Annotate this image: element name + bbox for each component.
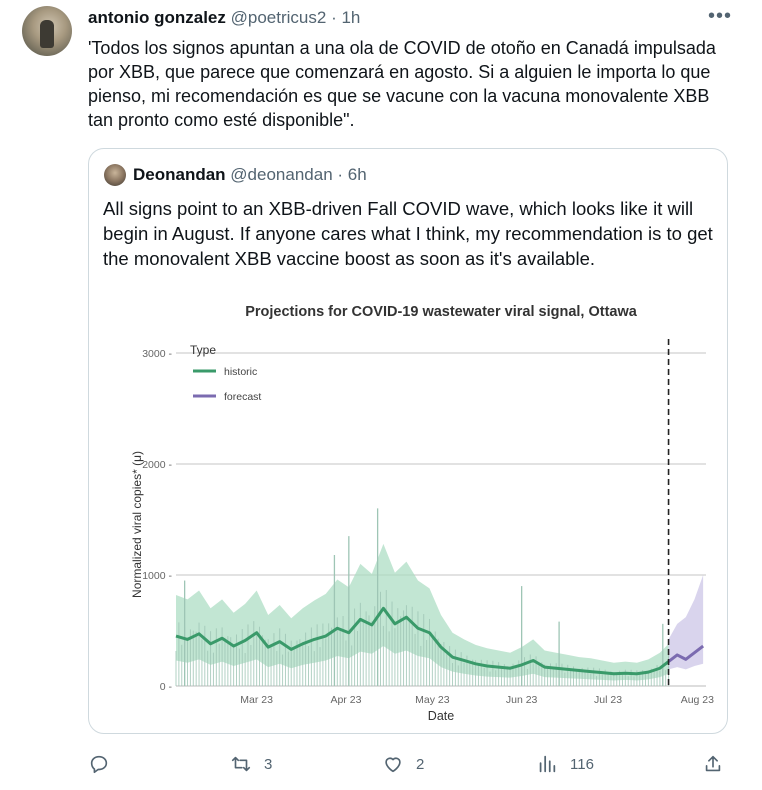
historic-confidence-band xyxy=(176,543,669,681)
historic-series-line xyxy=(175,606,670,676)
x-axis-label: Date xyxy=(428,709,454,723)
tweet-time[interactable]: 1h xyxy=(341,8,361,27)
retweet-icon xyxy=(231,756,251,772)
forecast-series-line xyxy=(667,644,705,663)
y-tick-label: 0 - xyxy=(160,681,173,693)
views-button[interactable]: 116 xyxy=(536,750,594,778)
author-handle[interactable]: @poetricus2 xyxy=(230,8,327,27)
wastewater-chart: Projections for COVID-19 wastewater vira… xyxy=(130,304,714,723)
share-button[interactable] xyxy=(702,750,724,778)
legend-title: Type xyxy=(190,343,216,357)
y-tick-label: 2000 - xyxy=(142,459,172,471)
quoted-author-avatar xyxy=(104,164,126,186)
reply-button[interactable] xyxy=(88,750,110,778)
x-tick-label: Mar 23 xyxy=(240,694,273,706)
quoted-author-handle: @deonandan xyxy=(230,165,333,184)
quoted-author-name: Deonandan xyxy=(133,165,226,184)
heart-icon xyxy=(385,757,401,773)
share-icon xyxy=(705,755,721,772)
like-count: 2 xyxy=(416,755,425,773)
quoted-tweet[interactable]: Deonandan @deonandan · 6h All signs poin… xyxy=(88,148,728,734)
quoted-tweet-text: All signs point to an XBB-driven Fall CO… xyxy=(103,198,713,269)
reply-icon xyxy=(90,755,108,774)
legend-label-historic: historic xyxy=(224,366,257,378)
views-count: 116 xyxy=(570,755,594,773)
x-tick-label: May 23 xyxy=(415,694,450,706)
y-tick-label: 3000 - xyxy=(142,348,172,360)
legend-label-forecast: forecast xyxy=(224,391,261,403)
more-horizontal-icon[interactable]: ••• xyxy=(708,5,733,27)
x-tick-label: Apr 23 xyxy=(330,694,361,706)
retweet-button[interactable]: 3 xyxy=(230,750,272,778)
author-avatar[interactable] xyxy=(22,6,72,56)
y-tick-label: 1000 - xyxy=(142,570,172,582)
analytics-icon xyxy=(539,755,556,773)
y-axis-label: Normalized viral copies* (μ) xyxy=(130,451,144,598)
dot-separator: · xyxy=(331,8,337,27)
tweet-header: antonio gonzalez @poetricus2 · 1h xyxy=(88,8,360,28)
author-name[interactable]: antonio gonzalez xyxy=(88,8,226,27)
chart-title: Projections for COVID-19 wastewater vira… xyxy=(245,304,638,320)
action-bar: 3 2 116 xyxy=(0,744,762,784)
quoted-dot-separator: · xyxy=(337,165,344,184)
chart-image[interactable]: Projections for COVID-19 wastewater vira… xyxy=(90,289,726,729)
forecast-confidence-band xyxy=(668,575,704,670)
x-tick-label: Aug 23 xyxy=(681,694,714,706)
quoted-tweet-time: 6h xyxy=(347,165,367,184)
x-tick-label: Jun 23 xyxy=(506,694,538,706)
tweet-text: 'Todos los signos apuntan a una ola de C… xyxy=(88,38,716,130)
retweet-count: 3 xyxy=(264,755,273,773)
x-tick-label: Jul 23 xyxy=(594,694,622,706)
quoted-tweet-header: Deonandan @deonandan · 6h xyxy=(133,165,367,185)
like-button[interactable]: 2 xyxy=(382,750,424,778)
